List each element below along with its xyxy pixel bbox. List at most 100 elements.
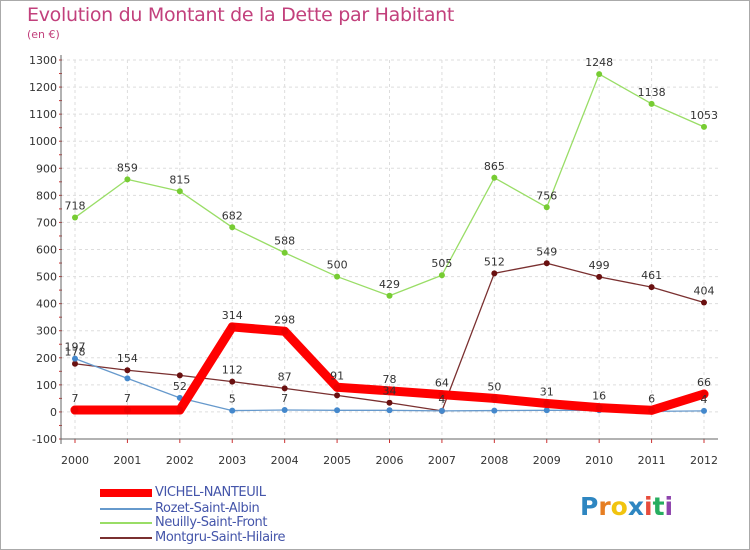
- data-label: 499: [589, 259, 610, 272]
- y-tick-label: -100: [32, 433, 57, 446]
- data-label: 314: [222, 309, 243, 322]
- series-layer: [70, 71, 709, 415]
- data-point: [176, 188, 183, 195]
- data-point: [647, 405, 657, 415]
- x-tick-label: 2002: [166, 454, 194, 467]
- data-label: 7: [124, 392, 131, 405]
- x-tick-label: 2005: [323, 454, 351, 467]
- y-tick-label: 100: [36, 379, 57, 392]
- data-point: [334, 273, 341, 280]
- y-tick-label: 0: [50, 406, 57, 419]
- data-label: 404: [694, 285, 715, 298]
- logo-letter: i: [664, 492, 674, 521]
- series-vichel-nanteuil: [70, 322, 709, 415]
- data-label: 91: [330, 369, 344, 382]
- data-point: [176, 372, 183, 379]
- data-label: 500: [327, 259, 348, 272]
- y-tick-label: 1200: [29, 81, 57, 94]
- data-label: 197: [65, 341, 86, 354]
- data-point: [175, 405, 185, 415]
- data-point: [438, 407, 445, 414]
- data-point: [386, 292, 393, 299]
- data-point: [491, 174, 498, 181]
- y-tick-label: 400: [36, 298, 57, 311]
- x-tick-label: 2008: [480, 454, 508, 467]
- logo-letter: i: [644, 492, 653, 521]
- y-tick-label: 300: [36, 325, 57, 338]
- data-point: [701, 299, 707, 306]
- data-labels: 178 1541128734451254949946140471885981568…: [65, 56, 719, 406]
- data-point: [701, 123, 707, 130]
- legend-label: Montgru-Saint-Hilaire: [155, 530, 286, 545]
- logo-letter: r: [598, 492, 611, 521]
- legend-swatch: [100, 508, 152, 510]
- data-label: 34: [383, 385, 397, 398]
- data-point: [124, 176, 131, 183]
- data-label: 859: [117, 161, 138, 174]
- y-tick-label: 1300: [29, 54, 57, 67]
- legend-swatch: [100, 522, 152, 524]
- data-label: 549: [536, 245, 557, 258]
- data-point: [229, 407, 236, 414]
- x-tick-label: 2003: [218, 454, 246, 467]
- data-point: [385, 386, 394, 396]
- data-point: [124, 367, 131, 374]
- data-label: 461: [641, 269, 662, 282]
- data-point: [281, 385, 288, 392]
- data-point: [280, 326, 290, 336]
- data-label: 31: [540, 386, 554, 399]
- data-point: [72, 360, 78, 367]
- data-point: [594, 403, 604, 413]
- y-tick-label: 600: [36, 244, 57, 257]
- x-tick-label: 2004: [271, 454, 299, 467]
- y-tick-label: 900: [36, 162, 57, 175]
- data-label: 1248: [585, 56, 613, 69]
- legend-label: VICHEL-NANTEUIL: [155, 485, 266, 500]
- data-point: [543, 407, 550, 414]
- data-label: 64: [435, 377, 449, 390]
- data-label: 7: [281, 392, 288, 405]
- data-label: 5: [229, 393, 236, 406]
- data-label: 298: [274, 313, 295, 326]
- data-label: 178: [65, 346, 86, 359]
- data-label: 505: [431, 257, 452, 270]
- data-label: 1053: [690, 109, 718, 122]
- proxiti-logo: Proxiti: [580, 492, 673, 521]
- data-point: [386, 399, 393, 406]
- y-tick-label: 1000: [29, 135, 57, 148]
- data-point: [596, 273, 603, 280]
- data-label: 682: [222, 209, 243, 222]
- data-point: [334, 407, 341, 414]
- data-point: [701, 407, 707, 414]
- data-point: [491, 407, 498, 414]
- data-label: 52: [173, 380, 187, 393]
- data-label: 429: [379, 278, 400, 291]
- series-neuilly-saint-front: [72, 71, 707, 299]
- data-point: [227, 322, 237, 332]
- data-label: 865: [484, 160, 505, 173]
- data-point: [648, 100, 655, 107]
- data-point: [489, 393, 499, 403]
- x-tick-label: 2006: [376, 454, 404, 467]
- data-label: 7: [72, 392, 79, 405]
- data-point: [281, 407, 288, 414]
- y-tick-label: 800: [36, 189, 57, 202]
- data-point: [648, 284, 655, 291]
- data-label: 1138: [638, 86, 666, 99]
- data-label: 16: [592, 390, 606, 403]
- chart-unit: (en €): [27, 28, 60, 41]
- data-point: [596, 71, 603, 78]
- legend-swatch: [100, 537, 152, 539]
- data-point: [437, 390, 447, 400]
- data-point: [699, 389, 709, 399]
- data-point: [438, 272, 445, 279]
- data-label: 87: [278, 370, 292, 383]
- data-point: [281, 249, 288, 256]
- data-label: 66: [697, 376, 711, 389]
- data-point: [334, 392, 341, 399]
- data-label: 4: [701, 393, 708, 406]
- data-label: 6: [648, 392, 655, 405]
- data-point: [332, 382, 342, 392]
- legend-swatch: [100, 489, 152, 497]
